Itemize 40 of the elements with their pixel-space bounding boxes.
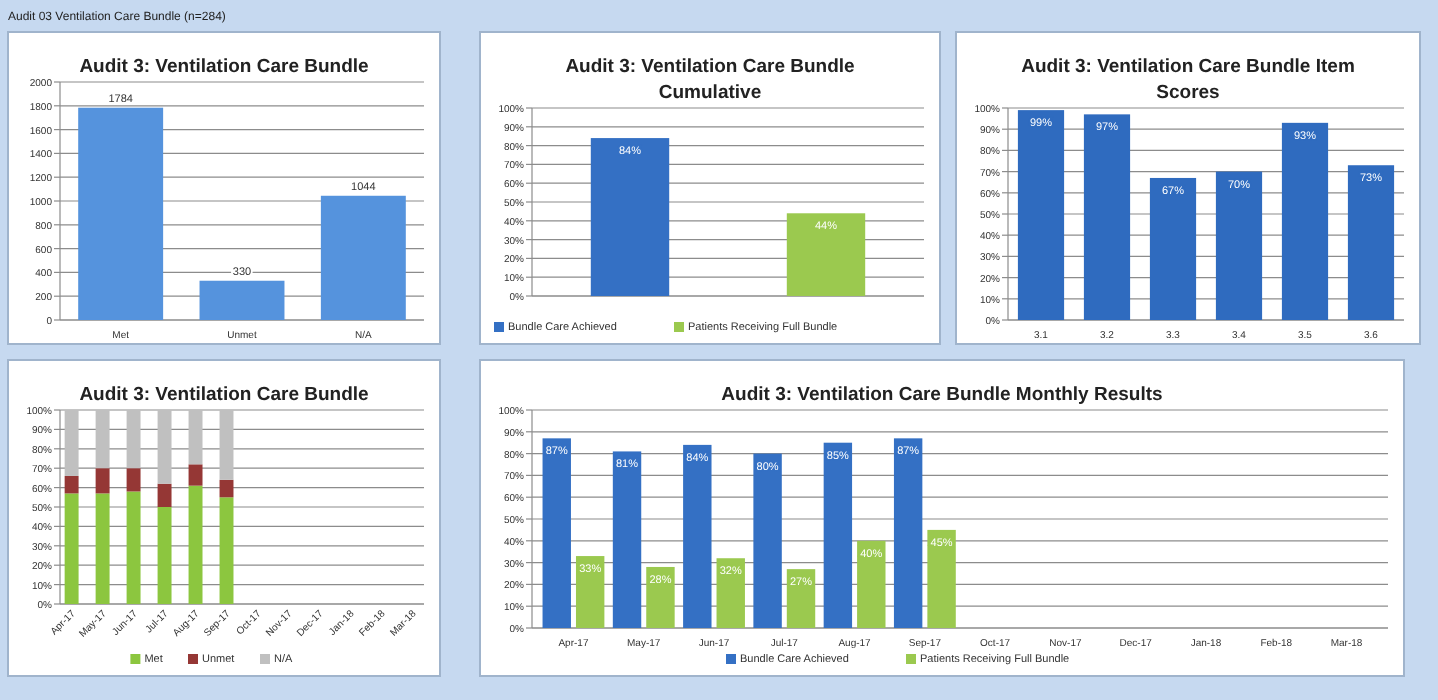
bar bbox=[893, 438, 923, 628]
bar bbox=[857, 540, 886, 628]
bar bbox=[1347, 165, 1395, 320]
bar bbox=[95, 468, 110, 494]
bar bbox=[78, 107, 164, 320]
bar bbox=[320, 195, 406, 320]
bar bbox=[927, 529, 956, 628]
chart-title: Audit 3: Ventilation Care Bundle Cumulative bbox=[565, 56, 855, 104]
bar bbox=[683, 444, 712, 628]
bar bbox=[1083, 114, 1131, 320]
bar bbox=[219, 497, 234, 604]
bar bbox=[1149, 177, 1197, 320]
bar bbox=[64, 410, 79, 476]
bar bbox=[64, 475, 79, 494]
bar bbox=[64, 493, 79, 604]
bar bbox=[95, 410, 110, 469]
bar bbox=[157, 483, 172, 507]
bar bbox=[157, 410, 172, 484]
bar bbox=[612, 451, 642, 628]
bar bbox=[1017, 110, 1065, 320]
bar bbox=[126, 468, 141, 492]
bar bbox=[542, 438, 571, 628]
bar bbox=[1281, 122, 1329, 320]
bar bbox=[126, 491, 141, 604]
bar bbox=[823, 442, 853, 628]
bar bbox=[1215, 171, 1263, 320]
chart-title: Audit 3: Ventilation Care Bundle bbox=[79, 56, 369, 78]
bar bbox=[219, 479, 234, 498]
bar bbox=[753, 453, 782, 628]
bar bbox=[126, 410, 141, 469]
bar bbox=[188, 485, 203, 604]
bar bbox=[188, 464, 203, 486]
bar bbox=[188, 410, 203, 465]
chart-title: Audit 3: Ventilation Care Bundle bbox=[79, 384, 369, 406]
bar bbox=[219, 410, 234, 480]
chart-title: Audit 3: Ventilation Care Bundle Monthly Results bbox=[721, 384, 1163, 406]
bar bbox=[199, 280, 285, 320]
bar bbox=[157, 507, 172, 604]
bar bbox=[95, 493, 110, 604]
chart-title: Audit 3: Ventilation Care Bundle Item Scores bbox=[1021, 56, 1355, 104]
